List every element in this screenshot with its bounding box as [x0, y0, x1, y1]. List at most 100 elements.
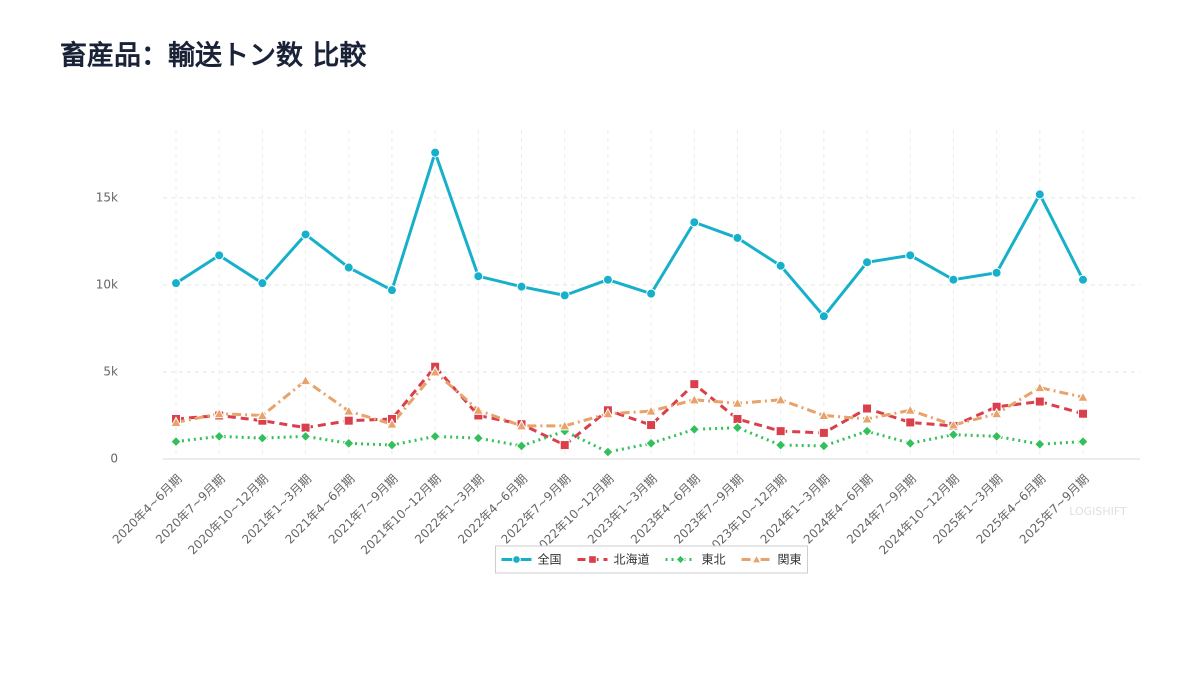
point — [515, 440, 528, 452]
point — [818, 440, 830, 452]
legend-label: 関東 — [778, 553, 802, 567]
point — [473, 271, 484, 282]
point — [300, 229, 311, 240]
point — [904, 404, 917, 415]
point — [588, 555, 597, 564]
point — [862, 257, 873, 268]
point — [990, 407, 1003, 419]
point — [1078, 408, 1088, 419]
x-tick-label: 2020年10~12月期 — [185, 472, 271, 558]
point — [602, 446, 614, 458]
y-tick-label: 5k — [103, 364, 118, 378]
point — [472, 404, 485, 415]
point — [1034, 438, 1046, 450]
point — [905, 250, 916, 261]
point — [675, 554, 686, 565]
point — [818, 409, 830, 420]
point — [1034, 396, 1045, 407]
series-line — [175, 426, 1084, 454]
point — [512, 555, 521, 564]
legend-label: 北海道 — [613, 552, 649, 567]
legend-label: 東北 — [702, 553, 726, 567]
point — [732, 232, 743, 243]
point — [213, 407, 226, 419]
point — [991, 267, 1002, 278]
point — [516, 281, 527, 292]
point — [343, 415, 354, 426]
chart-title: 畜産品：輸送トン数 比較 — [60, 40, 367, 72]
point — [299, 430, 312, 443]
point — [751, 554, 762, 564]
point — [299, 374, 312, 386]
point — [1077, 391, 1089, 402]
point — [774, 439, 787, 451]
watermark: LOGISHIFT — [1069, 505, 1127, 518]
point — [429, 430, 441, 443]
point — [430, 147, 441, 158]
y-tick-label: 0 — [110, 452, 118, 466]
point — [646, 420, 657, 431]
x-tick-label: 2024年10~12月期 — [876, 472, 962, 558]
point — [861, 412, 873, 424]
point — [170, 435, 182, 448]
point — [170, 416, 182, 427]
point — [731, 421, 744, 434]
point — [689, 379, 700, 390]
point — [818, 427, 829, 438]
point — [1034, 189, 1045, 200]
point — [257, 278, 268, 289]
point — [386, 285, 397, 296]
point — [342, 405, 355, 416]
point — [645, 437, 657, 450]
point — [558, 419, 571, 431]
point — [472, 432, 485, 444]
point — [515, 419, 528, 431]
point — [386, 439, 398, 451]
point — [774, 393, 787, 405]
point — [646, 288, 657, 299]
point — [559, 290, 570, 301]
point — [602, 407, 614, 419]
point — [214, 250, 225, 261]
point — [559, 440, 570, 451]
point — [688, 423, 700, 436]
point — [1033, 381, 1046, 393]
point — [990, 430, 1003, 443]
point — [731, 397, 744, 408]
point — [947, 419, 960, 430]
point — [213, 430, 225, 443]
series-line — [175, 151, 1085, 318]
point — [343, 262, 354, 273]
point — [947, 428, 960, 441]
point — [343, 437, 355, 450]
point — [688, 393, 701, 405]
point — [602, 274, 613, 285]
series-line — [175, 370, 1084, 428]
point — [905, 417, 916, 428]
legend-label: 全国 — [537, 552, 561, 567]
point — [775, 260, 786, 271]
point — [862, 403, 873, 414]
point — [645, 405, 657, 416]
point — [689, 217, 700, 228]
point — [1078, 274, 1088, 285]
series-line — [175, 365, 1084, 447]
y-tick-label: 10k — [96, 277, 118, 291]
point — [1077, 435, 1089, 448]
point — [775, 426, 786, 437]
point — [256, 409, 269, 420]
x-tick-label: 2021年10~12月期 — [358, 472, 444, 558]
legend: 全国 北海道 東北 関東 — [494, 545, 809, 574]
point — [818, 311, 829, 322]
point — [256, 432, 269, 444]
point — [904, 437, 916, 450]
point — [948, 274, 959, 285]
point — [171, 278, 181, 289]
point — [386, 418, 398, 429]
x-tick-label: 2023年10~12月期 — [704, 472, 790, 558]
point — [429, 365, 441, 377]
x-tick-label: 2022年10~12月期 — [531, 472, 617, 558]
y-tick-label: 15k — [96, 190, 118, 204]
point — [861, 425, 873, 437]
